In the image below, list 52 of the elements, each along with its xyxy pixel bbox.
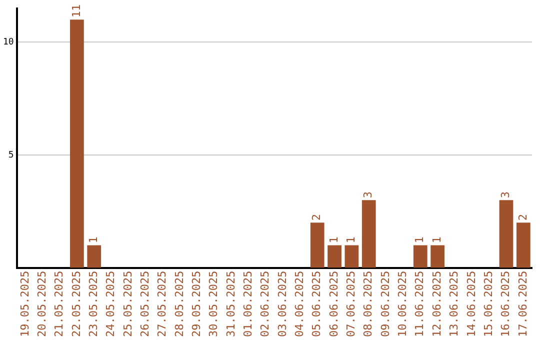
data-label: 1 [430, 236, 444, 244]
x-tick-label: 16.06.2025 [499, 270, 512, 338]
x-tick-label: 07.06.2025 [344, 270, 358, 338]
x-tick-label: 15.06.2025 [482, 270, 495, 338]
x-tick-label: 20.05.2025 [35, 270, 48, 338]
bar [499, 200, 514, 268]
x-tick-label: 08.06.2025 [362, 270, 375, 338]
data-label: 1 [86, 236, 100, 244]
x-tick-label: 09.06.2025 [378, 270, 392, 338]
data-label: 1 [413, 236, 426, 244]
data-label: 2 [516, 214, 530, 221]
x-tick-label: 19.05.2025 [18, 270, 32, 338]
x-tick-label: 06.06.2025 [327, 270, 340, 338]
x-tick-label: 13.06.2025 [448, 270, 461, 338]
x-tick-label: 24.05.2025 [104, 270, 118, 338]
x-tick-label: 11.06.2025 [413, 270, 426, 338]
x-tick-label: 31.05.2025 [224, 270, 238, 338]
x-tick-label: 04.06.2025 [293, 270, 306, 338]
x-tick-label: 14.06.2025 [464, 270, 478, 338]
x-tick-label: 03.06.2025 [276, 270, 289, 338]
x-tick-label: 05.06.2025 [310, 270, 324, 338]
bar [413, 245, 428, 268]
data-label: 1 [327, 236, 340, 244]
x-tick-label: 22.05.2025 [70, 270, 83, 338]
bar [516, 222, 530, 268]
x-tick-label: 26.05.2025 [138, 270, 152, 338]
x-tick-label: 25.05.2025 [121, 270, 134, 338]
x-tick-label: 21.05.2025 [52, 270, 66, 338]
x-tick-label: 27.05.2025 [156, 270, 169, 338]
x-tick-label: 23.05.2025 [86, 270, 100, 338]
x-tick-label: 28.05.2025 [172, 270, 186, 338]
bar [87, 245, 102, 268]
x-tick-label: 12.06.2025 [430, 270, 444, 338]
x-tick-label: 17.06.2025 [516, 270, 530, 338]
data-label: 3 [499, 191, 512, 198]
x-tick-label: 30.05.2025 [207, 270, 220, 338]
bar [328, 245, 342, 268]
data-label: 3 [362, 191, 375, 198]
x-tick-label: 01.06.2025 [242, 270, 255, 338]
bar [344, 245, 359, 268]
y-tick-label: 5 [8, 150, 14, 160]
x-tick-label: 29.05.2025 [190, 270, 204, 338]
bar [70, 20, 84, 268]
x-tick-label: 10.06.2025 [396, 270, 410, 338]
y-tick-label: 10 [2, 38, 14, 48]
data-label: 1 [344, 236, 358, 244]
bar [430, 245, 444, 268]
data-label: 2 [310, 214, 324, 221]
data-label: 11 [70, 4, 83, 18]
bar [362, 200, 376, 268]
bar [310, 222, 324, 268]
x-tick-label: 02.06.2025 [258, 270, 272, 338]
